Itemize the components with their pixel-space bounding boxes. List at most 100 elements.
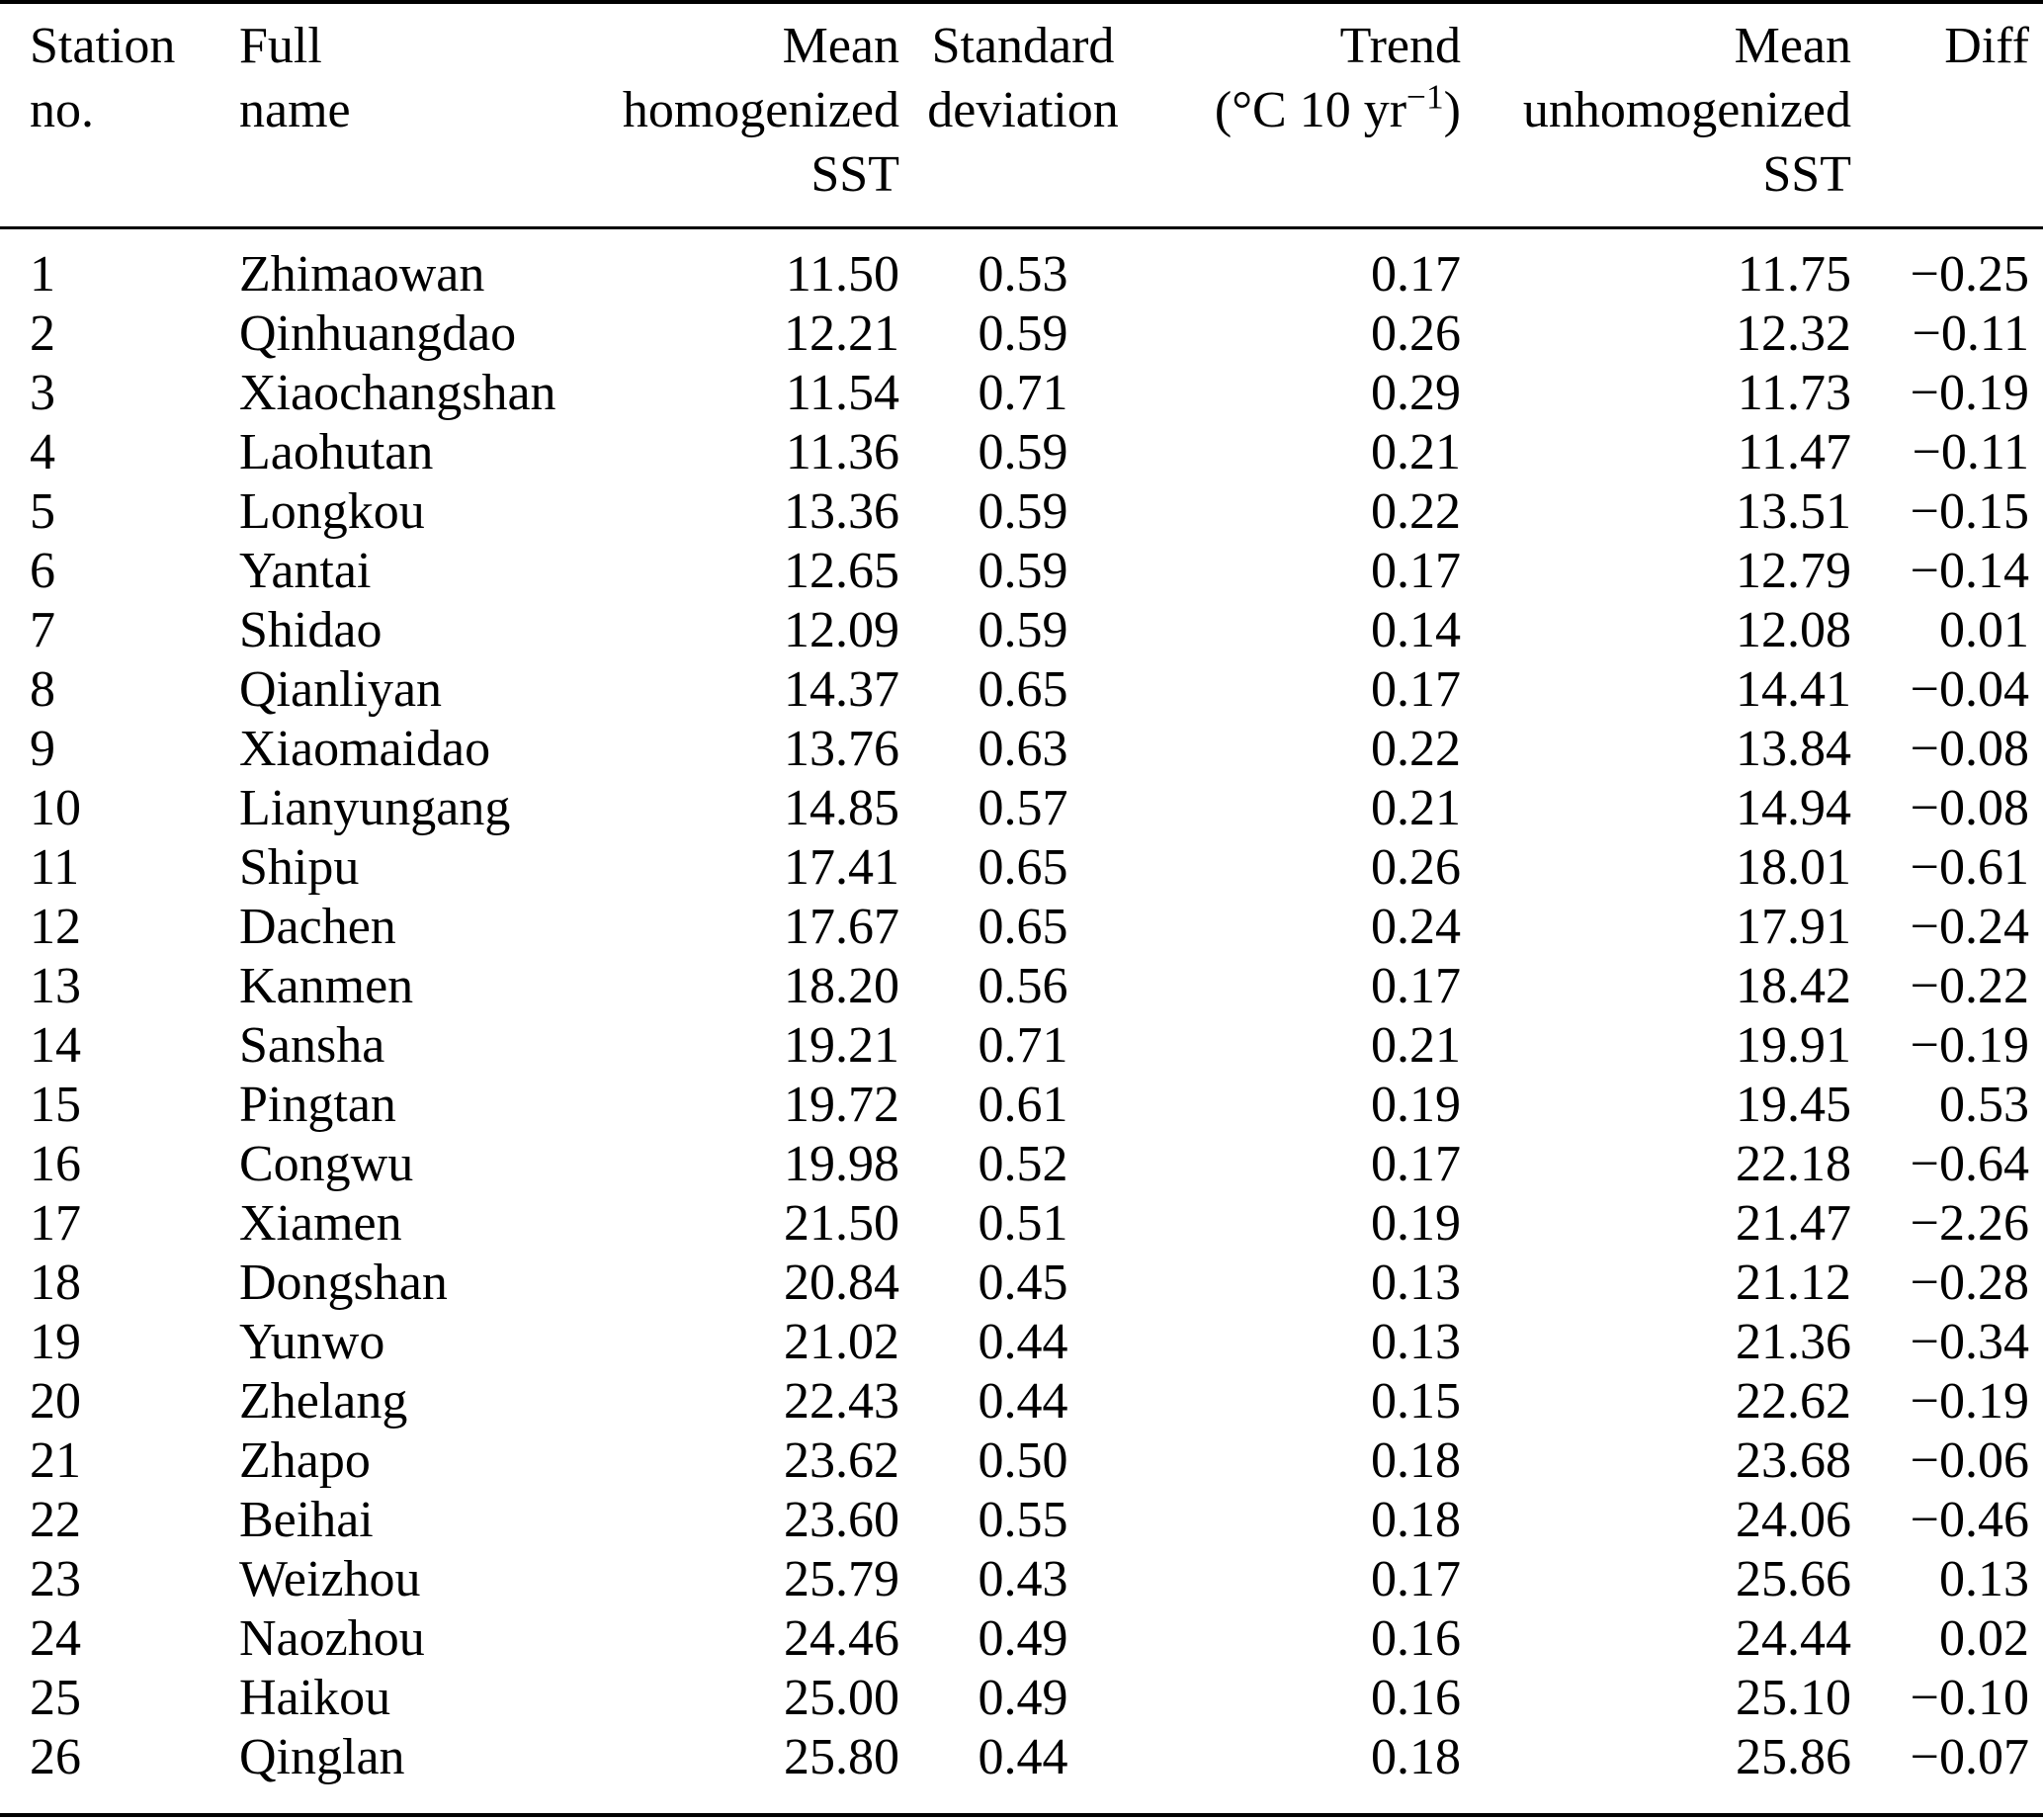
cell-diff: −0.06	[1910, 1432, 2029, 1489]
cell-mean-homogenized-sst: 21.02	[784, 1314, 899, 1370]
cell-standard-deviation: 0.44	[978, 1729, 1068, 1785]
table-row: 10 Lianyungang 14.85 0.57 0.21 14.94 −0.…	[0, 779, 2043, 838]
table-body: 1 Zhimaowan 11.50 0.53 0.17 11.75 −0.25 …	[0, 228, 2043, 1816]
cell-trend: 0.21	[1371, 1017, 1461, 1074]
cell-full-name: Zhapo	[239, 1432, 371, 1489]
table-row: 14 Sansha 19.21 0.71 0.21 19.91 −0.19	[0, 1016, 2043, 1076]
cell-mean-unhomogenized-sst: 18.01	[1736, 839, 1851, 896]
cell-diff: −0.07	[1910, 1729, 2029, 1785]
cell-trend: 0.13	[1371, 1255, 1461, 1311]
cell-station-no: 21	[30, 1432, 81, 1489]
cell-diff: −0.08	[1910, 780, 2029, 836]
cell-standard-deviation: 0.51	[978, 1195, 1068, 1252]
table-header: Station no. Full name Mean homogenized S…	[0, 2, 2043, 228]
cell-trend: 0.17	[1371, 1136, 1461, 1192]
table-row: 25 Haikou 25.00 0.49 0.16 25.10 −0.10	[0, 1669, 2043, 1728]
cell-full-name: Lianyungang	[239, 780, 511, 836]
cell-diff: −0.19	[1910, 365, 2029, 421]
cell-standard-deviation: 0.63	[978, 721, 1068, 777]
cell-mean-unhomogenized-sst: 22.62	[1736, 1373, 1851, 1430]
cell-trend: 0.18	[1371, 1492, 1461, 1548]
cell-trend: 0.17	[1371, 958, 1461, 1014]
cell-full-name: Zhelang	[239, 1373, 408, 1430]
cell-trend: 0.17	[1371, 661, 1461, 718]
cell-mean-unhomogenized-sst: 11.75	[1737, 246, 1851, 303]
cell-standard-deviation: 0.49	[978, 1670, 1068, 1726]
cell-trend: 0.22	[1371, 721, 1461, 777]
cell-mean-homogenized-sst: 18.20	[784, 958, 899, 1014]
cell-full-name: Naozhou	[239, 1610, 425, 1667]
cell-mean-homogenized-sst: 11.36	[785, 424, 899, 480]
cell-diff: −0.22	[1910, 958, 2029, 1014]
table-row: 5 Longkou 13.36 0.59 0.22 13.51 −0.15	[0, 482, 2043, 542]
cell-mean-homogenized-sst: 13.76	[784, 721, 899, 777]
cell-full-name: Kanmen	[239, 958, 414, 1014]
cell-full-name: Congwu	[239, 1136, 414, 1192]
cell-diff: −0.34	[1910, 1314, 2029, 1370]
cell-standard-deviation: 0.61	[978, 1077, 1068, 1133]
cell-mean-homogenized-sst: 25.79	[784, 1551, 899, 1607]
cell-diff: 0.01	[1939, 602, 2029, 658]
cell-full-name: Qinhuangdao	[239, 305, 517, 362]
table-row: 11 Shipu 17.41 0.65 0.26 18.01 −0.61	[0, 838, 2043, 898]
cell-trend: 0.14	[1371, 602, 1461, 658]
cell-full-name: Haikou	[239, 1670, 391, 1726]
cell-trend: 0.17	[1371, 246, 1461, 303]
cell-full-name: Shipu	[239, 839, 360, 896]
cell-trend: 0.18	[1371, 1729, 1461, 1785]
cell-diff: −0.15	[1910, 483, 2029, 540]
header-standard-deviation-line2: deviation	[927, 82, 1119, 138]
cell-station-no: 9	[30, 721, 55, 777]
table-row: 16 Congwu 19.98 0.52 0.17 22.18 −0.64	[0, 1135, 2043, 1194]
cell-station-no: 16	[30, 1136, 81, 1192]
cell-mean-unhomogenized-sst: 24.44	[1736, 1610, 1851, 1667]
cell-trend: 0.21	[1371, 780, 1461, 836]
table-row: 26 Qinglan 25.80 0.44 0.18 25.86 −0.07	[0, 1728, 2043, 1815]
cell-standard-deviation: 0.71	[978, 365, 1068, 421]
cell-mean-homogenized-sst: 23.62	[784, 1432, 899, 1489]
cell-trend: 0.18	[1371, 1432, 1461, 1489]
cell-standard-deviation: 0.65	[978, 839, 1068, 896]
cell-station-no: 2	[30, 305, 55, 362]
cell-diff: −0.19	[1910, 1017, 2029, 1074]
header-diff: Diff	[1883, 2, 2043, 228]
table-row: 18 Dongshan 20.84 0.45 0.13 21.12 −0.28	[0, 1254, 2043, 1313]
header-mean-unhomogenized-line2: unhomogenized	[1522, 82, 1851, 138]
cell-mean-homogenized-sst: 14.85	[784, 780, 899, 836]
cell-mean-homogenized-sst: 19.21	[784, 1017, 899, 1074]
cell-standard-deviation: 0.43	[978, 1551, 1068, 1607]
cell-diff: −0.28	[1910, 1255, 2029, 1311]
cell-station-no: 15	[30, 1077, 81, 1133]
cell-mean-homogenized-sst: 17.41	[784, 839, 899, 896]
cell-mean-unhomogenized-sst: 12.32	[1736, 305, 1851, 362]
cell-trend: 0.22	[1371, 483, 1461, 540]
cell-diff: 0.02	[1939, 1610, 2029, 1667]
cell-standard-deviation: 0.57	[978, 780, 1068, 836]
cell-mean-homogenized-sst: 22.43	[784, 1373, 899, 1430]
table-row: 6 Yantai 12.65 0.59 0.17 12.79 −0.14	[0, 542, 2043, 601]
cell-station-no: 4	[30, 424, 55, 480]
cell-station-no: 25	[30, 1670, 81, 1726]
header-trend-unit-exponent: −1	[1406, 76, 1444, 117]
header-row: Station no. Full name Mean homogenized S…	[0, 2, 2043, 228]
cell-mean-homogenized-sst: 19.72	[784, 1077, 899, 1133]
cell-mean-unhomogenized-sst: 25.86	[1736, 1729, 1851, 1785]
cell-mean-unhomogenized-sst: 25.66	[1736, 1551, 1851, 1607]
cell-full-name: Dachen	[239, 899, 396, 955]
cell-trend: 0.19	[1371, 1195, 1461, 1252]
table-row: 21 Zhapo 23.62 0.50 0.18 23.68 −0.06	[0, 1431, 2043, 1491]
cell-trend: 0.26	[1371, 305, 1461, 362]
cell-mean-homogenized-sst: 11.50	[785, 246, 899, 303]
cell-trend: 0.16	[1371, 1670, 1461, 1726]
cell-full-name: Shidao	[239, 602, 383, 658]
cell-standard-deviation: 0.53	[978, 246, 1068, 303]
cell-trend: 0.16	[1371, 1610, 1461, 1667]
cell-trend: 0.26	[1371, 839, 1461, 896]
cell-diff: −0.14	[1910, 543, 2029, 599]
cell-station-no: 1	[30, 246, 55, 303]
cell-diff: −0.61	[1910, 839, 2029, 896]
cell-mean-unhomogenized-sst: 21.36	[1736, 1314, 1851, 1370]
cell-station-no: 8	[30, 661, 55, 718]
cell-mean-unhomogenized-sst: 21.12	[1736, 1255, 1851, 1311]
